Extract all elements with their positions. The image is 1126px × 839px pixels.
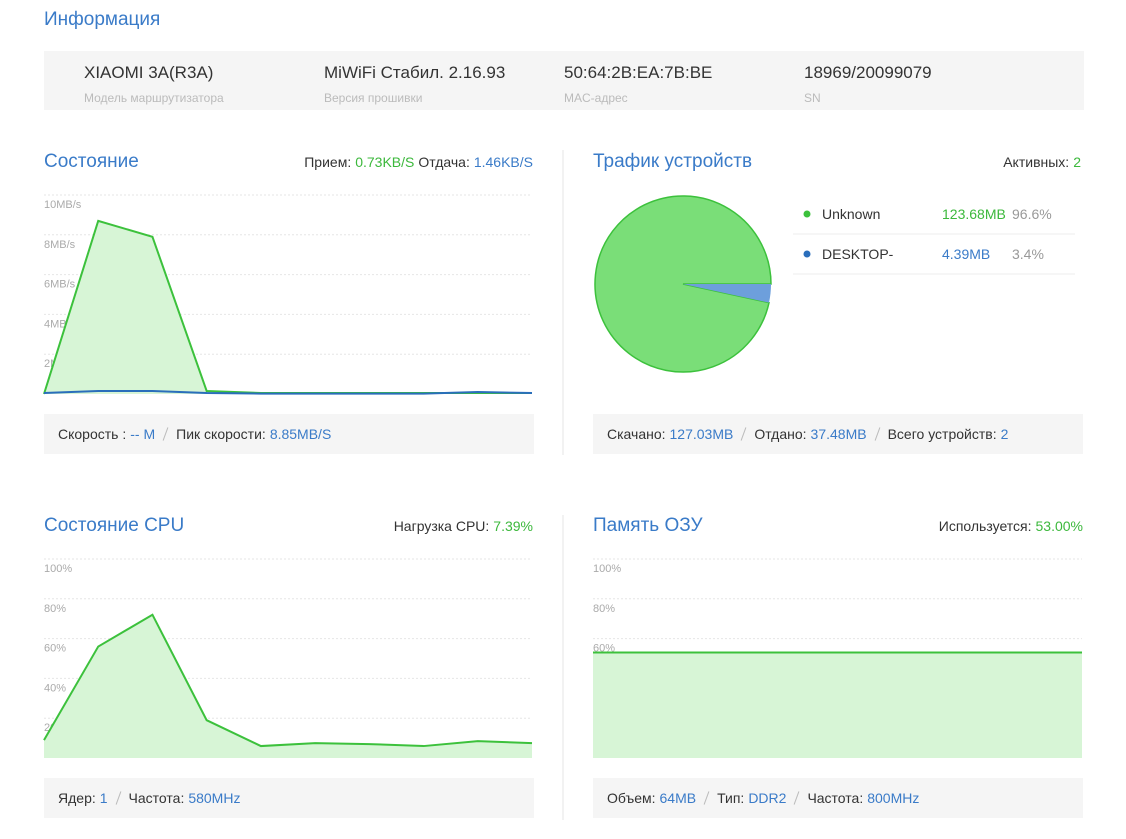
meta-label: Нагрузка CPU:	[393, 518, 490, 534]
footer-label: Отдано:	[754, 426, 807, 442]
footer-label: Частота:	[128, 790, 185, 806]
legend-dot	[803, 210, 811, 218]
meta-label: Активных:	[1003, 154, 1070, 170]
footer-label: Всего устройств:	[887, 426, 997, 442]
info-box	[44, 51, 1084, 110]
line	[43, 390, 533, 395]
footer-value: 64MB	[659, 790, 697, 806]
section-title: Состояние CPU	[44, 515, 185, 536]
footer-bar: Ядер: 1 Частота: 580MHz	[44, 778, 534, 818]
footer-bar: Скачано: 127.03MB Отдано: 37.48MB Всего устр…	[593, 414, 1083, 454]
footer-bar: Скорость : -- M Пик скорости: 8.85MB/S	[44, 414, 534, 454]
page-title: Информация	[44, 9, 161, 30]
pie-slice	[683, 284, 771, 303]
footer-label: Частота:	[807, 790, 864, 806]
legend-dot	[803, 250, 811, 258]
pie-slice	[594, 195, 772, 373]
meta-value: 2	[1073, 154, 1081, 170]
info-value: XIAOMI 3A(R3A)	[84, 63, 214, 82]
footer-value: 580MHz	[188, 790, 241, 806]
info-label: SN	[804, 91, 821, 105]
y-tick-label: 80%	[44, 603, 66, 615]
footer-value: 37.48MB	[810, 426, 867, 442]
separator	[115, 791, 121, 805]
y-tick-label: 10MB/s	[44, 199, 82, 211]
info-label: Версия прошивки	[324, 91, 423, 105]
footer-value: DDR2	[748, 790, 787, 806]
info-value: 50:64:2B:EA:7B:BE	[564, 63, 713, 82]
y-tick-label: 80%	[593, 603, 615, 615]
legend-name: DESKTOP-	[822, 246, 894, 262]
meta-label: Используется:	[938, 518, 1032, 534]
section-title: Состояние	[44, 151, 139, 172]
meta-value: 1.46KB/S	[473, 154, 533, 170]
area	[44, 614, 532, 758]
footer-value: 8.85MB/S	[269, 426, 332, 442]
section-meta: Используется: 53.00%	[939, 518, 1083, 534]
section-title: Память ОЗУ	[593, 515, 703, 536]
meta-label: Отдача:	[418, 154, 470, 170]
y-tick-label: 8MB/s	[44, 239, 76, 251]
footer-value: -- M	[130, 426, 156, 442]
legend-traffic: 4.39MB	[942, 246, 990, 262]
section-meta: Нагрузка CPU: 7.39%	[394, 518, 533, 534]
footer-value: 800MHz	[867, 790, 920, 806]
info-label: MAC-адрес	[564, 91, 628, 105]
y-tick-label: 100%	[44, 563, 72, 575]
separator	[740, 427, 747, 441]
footer-label: Скорость :	[58, 426, 127, 442]
section-title: Трафик устройств	[593, 151, 753, 172]
y-tick-label: 60%	[44, 643, 66, 655]
line	[43, 613, 533, 748]
legend-traffic: 123.68MB	[942, 206, 1006, 222]
y-tick-label: 100%	[593, 563, 621, 575]
separator	[794, 791, 800, 805]
footer-label: Объем:	[607, 790, 656, 806]
info-value: MiWiFi Стабил. 2.16.93	[324, 63, 506, 82]
footer-value: 1	[99, 790, 108, 806]
footer-value: 127.03MB	[669, 426, 734, 442]
info-label: Модель маршрутизатора	[84, 91, 224, 105]
meta-value: 53.00%	[1035, 518, 1083, 534]
separator	[703, 791, 710, 805]
footer-label: Тип:	[717, 790, 745, 806]
footer-label: Пик скорости:	[176, 426, 266, 442]
legend-share: 96.6%	[1012, 206, 1052, 222]
section-meta: Активных: 2	[1003, 154, 1081, 170]
footer-bar: Объем: 64MB Тип: DDR2 Частота: 800MHz	[593, 778, 1083, 818]
legend-share: 3.4%	[1012, 246, 1044, 262]
separator	[162, 427, 169, 441]
meta-label: Прием:	[304, 154, 352, 170]
area	[593, 652, 1082, 758]
y-tick-label: 6MB/s	[44, 279, 76, 291]
meta-value: 7.39%	[493, 518, 533, 534]
area	[44, 220, 532, 394]
footer-label: Ядер:	[58, 790, 96, 806]
separator	[874, 427, 880, 441]
section-meta: Прием: 0.73KB/S Отдача: 1.46KB/S	[304, 154, 533, 170]
footer-label: Скачано:	[607, 426, 666, 442]
y-tick-label: 40%	[44, 682, 66, 694]
legend-name: Unknown	[822, 206, 880, 222]
footer-value: 2	[1000, 426, 1009, 442]
info-value: 18969/20099079	[804, 63, 932, 82]
meta-value: 0.73KB/S	[355, 154, 415, 170]
